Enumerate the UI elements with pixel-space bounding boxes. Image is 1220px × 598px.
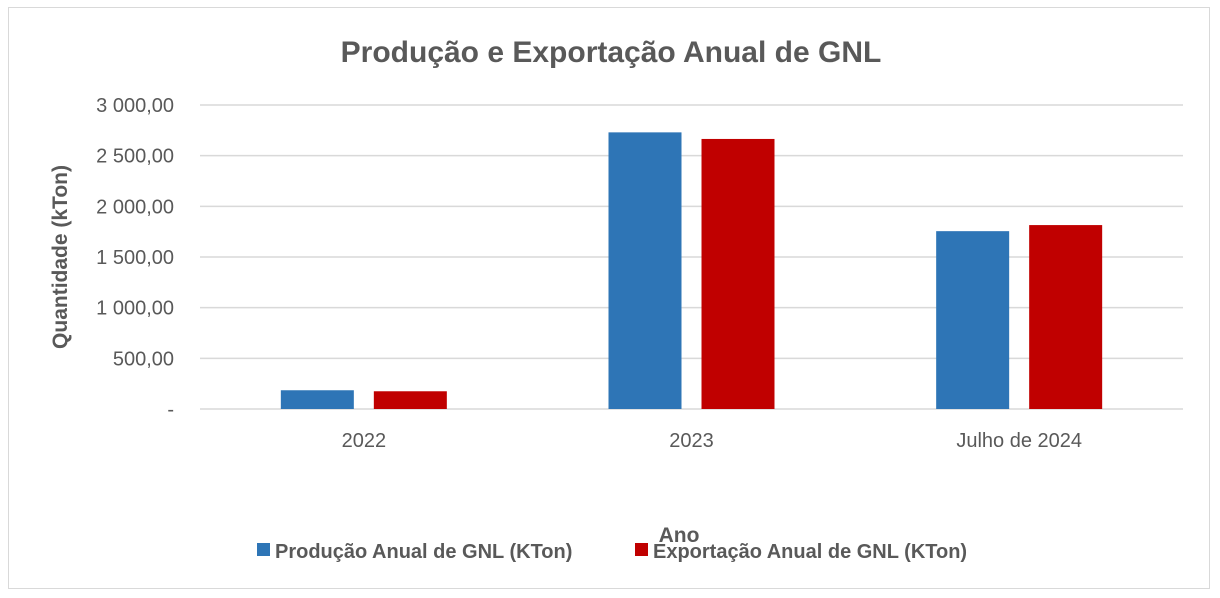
x-tick-label: Julho de 2024: [956, 430, 1082, 452]
y-tick-label: 1 000,00: [96, 298, 174, 320]
chart-frame: [8, 7, 1210, 589]
bar-exportacao-3: [1029, 225, 1103, 409]
y-tick-label: 1 500,00: [96, 247, 174, 269]
y-axis-ticks: - 500,00 1 000,00 1 500,00 2 000,00 2 500,00 3…: [96, 95, 174, 421]
bar-exportacao-1: [373, 391, 447, 409]
y-axis-title: Quantidade (kTon): [49, 165, 72, 349]
gridlines: [200, 104, 1183, 410]
bar-producao-2: [608, 132, 682, 410]
chart-title: Produção e Exportação Anual de GNL: [341, 36, 882, 69]
legend-label-exportacao: Exportação Anual de GNL (KTon): [653, 541, 967, 563]
x-tick-label: 2023: [669, 430, 714, 452]
legend-swatch-producao: [257, 543, 270, 556]
legend-swatch-exportacao: [635, 543, 648, 556]
legend: Produção Anual de GNL (KTon) Exportação …: [257, 541, 967, 563]
y-tick-label: -: [167, 399, 174, 421]
y-tick-label: 3 000,00: [96, 95, 174, 117]
bar-producao-3: [936, 231, 1010, 409]
y-tick-label: 500,00: [113, 348, 174, 370]
y-tick-label: 2 500,00: [96, 146, 174, 168]
bar-exportacao-2: [701, 138, 775, 410]
bar-producao-1: [280, 390, 354, 409]
x-axis-ticks: 2022 2023 Julho de 2024: [342, 430, 1082, 452]
legend-label-producao: Produção Anual de GNL (KTon): [275, 541, 572, 563]
x-tick-label: 2022: [342, 430, 387, 452]
y-tick-label: 2 000,00: [96, 196, 174, 218]
x-axis-title: Ano: [659, 524, 700, 547]
bars: [280, 132, 1103, 410]
